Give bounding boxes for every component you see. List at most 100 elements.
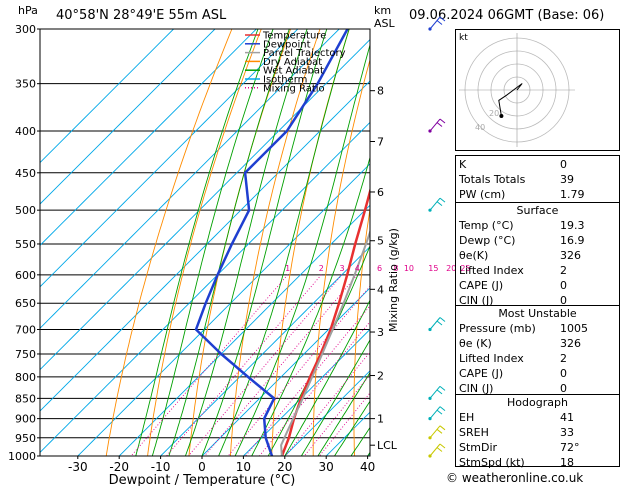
index-row: θe (K) 326 (456, 336, 619, 351)
index-label: EH (459, 411, 475, 424)
wind-barb-flag (439, 425, 446, 431)
index-value: 0 (560, 382, 567, 395)
mixing-ratio-line (303, 374, 370, 456)
index-row: Dewp (°C) 16.9 (456, 233, 619, 248)
isotherm-line (40, 29, 216, 205)
index-row: Lifted Index 2 (456, 351, 619, 366)
legend-label: Mixing Ratio (263, 83, 325, 94)
pressure-tick-label: 700 (15, 324, 36, 337)
wind-barb-flag (439, 385, 446, 391)
mixing-ratio-label: 3 (339, 264, 344, 273)
mixing-ratio-label: 2 (319, 264, 324, 273)
index-row: CIN (J) 0 (456, 381, 619, 396)
pressure-tick-label: 500 (15, 204, 36, 217)
isotherm-line (40, 29, 340, 329)
wet-adiabat-line (317, 371, 370, 456)
legend-label: Dewpoint (263, 39, 311, 50)
wet-adiabat-line (218, 29, 350, 456)
mixing-ratio-label: 15 (428, 264, 438, 273)
index-value: 18 (560, 456, 574, 469)
wet-adiabat-line (251, 155, 370, 456)
temperature-tick-label: -10 (151, 460, 171, 474)
mixing-ratio-label: 6 (377, 264, 382, 273)
pressure-tick-label: 550 (15, 238, 36, 251)
index-row: EH 41 (456, 410, 619, 425)
km-tick-label: 2 (377, 370, 384, 383)
wind-barb-flag (436, 428, 443, 434)
asl-label: ASL (374, 17, 395, 30)
legend-label: Temperature (262, 31, 326, 42)
index-row: CAPE (J) 0 (456, 278, 619, 293)
pressure-tick-label: 750 (15, 348, 36, 361)
dry-adiabat-line (229, 29, 321, 456)
wind-barb-staff (429, 317, 441, 330)
dry-adiabat-line (147, 29, 262, 456)
pressure-tick-label: 450 (15, 167, 36, 180)
section-title: Most Unstable (498, 307, 577, 320)
isotherm-line (40, 80, 370, 412)
index-row: StmDir 72° (456, 440, 619, 455)
wet-adiabat-line (301, 339, 370, 456)
credit-text: © weatheronline.co.uk (446, 471, 584, 485)
index-value: 19.3 (560, 219, 585, 232)
plot-frame (39, 28, 371, 457)
datetime-title: 09.06.2024 06GMT (Base: 06) (409, 8, 605, 23)
wet-adiabat-line (201, 29, 328, 456)
wind-barb-flag (439, 197, 446, 203)
hpa-label: hPa (18, 4, 38, 17)
index-row: Lifted Index 2 (456, 263, 619, 278)
km-tick-label: 8 (377, 85, 384, 98)
wind-barb-staff (429, 406, 441, 419)
km-tick-label: LCL (377, 439, 398, 452)
wet-adiabat-line (334, 400, 370, 456)
wind-barb-flag (436, 20, 443, 25)
index-value: 39 (560, 173, 574, 186)
hodograph-ring-label: 20 (489, 109, 499, 118)
dry-adiabat-line (105, 29, 233, 456)
mixing-ratio-line (130, 274, 289, 456)
wind-barb-staff (429, 118, 441, 132)
wind-barb-flag (436, 447, 443, 452)
index-value: 33 (560, 426, 574, 439)
index-label: CAPE (J) (459, 279, 504, 292)
mixing-ratio-label: 8 (393, 264, 398, 273)
temperature-tick-label: 0 (198, 460, 206, 474)
mixing-ratio-line (284, 351, 370, 456)
index-value: 0 (560, 279, 567, 292)
isotherm-line (40, 29, 257, 247)
mixing-ratio-label: 20 (446, 264, 456, 273)
location-title: 40°58'N 28°49'E 55m ASL (56, 8, 227, 23)
index-label: SREH (459, 426, 489, 439)
km-tick-label: 5 (377, 235, 384, 248)
index-row: SREH 33 (456, 425, 619, 440)
index-value: 2 (560, 352, 567, 365)
x-axis-label: Dewpoint / Temperature (°C) (109, 473, 296, 486)
index-label: StmDir (459, 441, 498, 454)
series-line-parcel-trajectory (280, 229, 370, 456)
pressure-tick-label: 400 (15, 125, 36, 138)
index-label: CIN (J) (459, 382, 494, 395)
index-value: 326 (560, 249, 581, 262)
index-label: Temp (°C) (459, 219, 514, 232)
section-title: Surface (516, 204, 559, 217)
wet-adiabat-line (234, 43, 370, 456)
km-tick-label: 4 (377, 283, 384, 296)
legend-label: Dry Adiabat (263, 57, 322, 68)
index-row: Totals Totals 39 (456, 172, 619, 187)
wet-adiabat-line (168, 29, 290, 456)
isotherm-line (40, 29, 299, 288)
legend-label: Isotherm (263, 75, 307, 86)
wind-barb-flag (439, 16, 446, 22)
mixing-ratio-label: 1 (285, 264, 290, 273)
wind-barb-flag (439, 317, 446, 322)
mixing-ratio-label: 25 (460, 264, 470, 273)
temperature-tick-label: -30 (68, 460, 88, 474)
index-label: PW (cm) (459, 188, 506, 201)
mixing-ratio-line (204, 274, 358, 456)
indices-hodograph-box: Hodograph EH 41 SREH 33 StmDir 72° StmSpd (kt) 1… (455, 394, 620, 469)
pressure-tick-label: 950 (15, 432, 36, 445)
index-row: CAPE (J) 0 (456, 366, 619, 381)
isotherm-line (284, 370, 370, 456)
